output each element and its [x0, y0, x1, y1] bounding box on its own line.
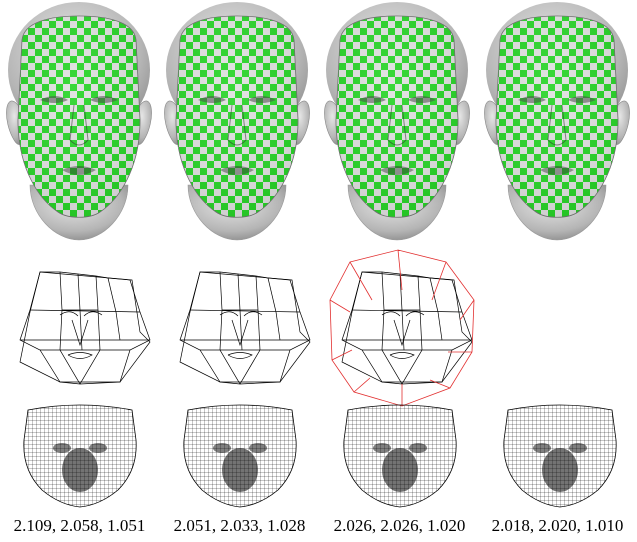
caption-col-4: 2.018, 2.020, 1.010 [491, 516, 624, 535]
head-render-col-3 [323, 1, 471, 241]
dense-mesh-col-1 [23, 404, 137, 508]
control-mesh-col-1 [19, 271, 151, 385]
control-mesh-col-2 [179, 271, 311, 385]
dense-mesh-col-2 [183, 404, 297, 508]
caption-col-2: 2.051, 2.033, 1.028 [173, 516, 306, 535]
dense-mesh-col-4 [503, 404, 617, 508]
caption-col-3: 2.026, 2.026, 1.020 [333, 516, 466, 535]
head-render-col-1 [5, 1, 153, 241]
head-render-col-4 [483, 1, 631, 241]
dense-mesh-col-3 [343, 404, 457, 508]
highlighted-boundary [329, 249, 475, 407]
caption-col-1: 2.109, 2.058, 1.051 [13, 516, 146, 535]
head-render-col-2 [163, 1, 311, 241]
control-mesh-col-3 [329, 249, 475, 407]
